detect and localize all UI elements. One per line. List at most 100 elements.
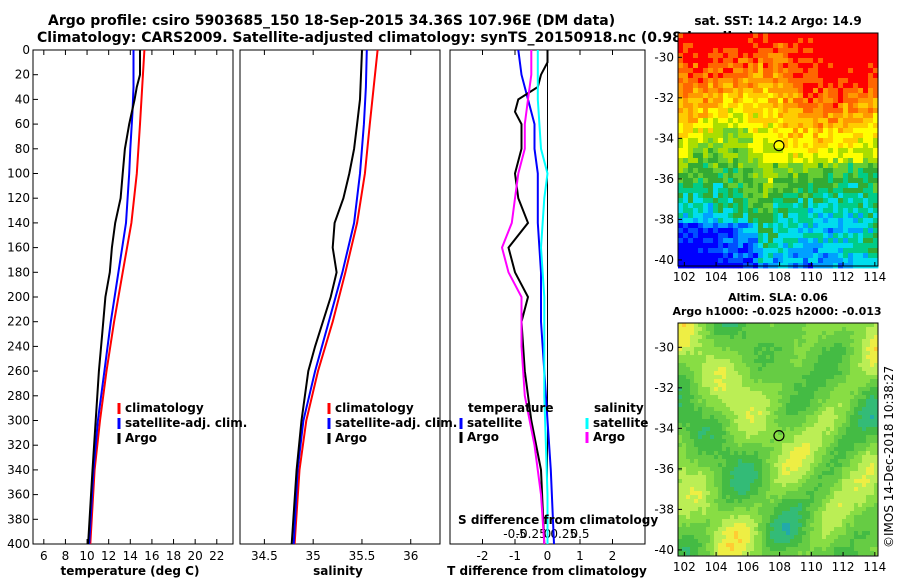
sla-cell	[818, 455, 823, 460]
sst-cell	[763, 178, 769, 184]
sla-cell	[702, 539, 707, 544]
sst-cell	[748, 93, 754, 99]
sla-cell	[718, 327, 723, 332]
sst-cell	[773, 208, 779, 214]
sla-cell	[834, 411, 839, 416]
sla-cell	[806, 367, 811, 372]
sst-cell	[758, 83, 764, 89]
sla-cell	[774, 423, 779, 428]
sla-cell	[818, 387, 823, 392]
sla-cell	[682, 391, 687, 396]
sla-cell	[718, 423, 723, 428]
sla-cell	[714, 495, 719, 500]
sst-cell	[833, 83, 839, 89]
sla-cell	[742, 527, 747, 532]
sst-cell	[768, 198, 774, 204]
sla-cell	[826, 411, 831, 416]
sla-cell	[742, 331, 747, 336]
sst-cell	[813, 223, 819, 229]
sla-cell	[754, 455, 759, 460]
sst-cell	[678, 58, 684, 64]
sst-cell	[788, 123, 794, 129]
sla-cell	[686, 487, 691, 492]
sla-cell	[746, 471, 751, 476]
sla-cell	[766, 327, 771, 332]
sla-cell	[742, 419, 747, 424]
sst-cell	[773, 33, 779, 39]
sst-cell	[858, 63, 864, 69]
sst-cell	[798, 73, 804, 79]
sla-cell	[854, 387, 859, 392]
sst-cell	[713, 223, 719, 229]
sla-cell	[722, 427, 727, 432]
salinity-frame	[239, 49, 441, 545]
sst-cell	[698, 88, 704, 94]
sst-cell	[783, 188, 789, 194]
sla-cell	[722, 467, 727, 472]
sla-cell	[770, 523, 775, 528]
sst-cell	[873, 183, 879, 189]
sst-cell	[683, 143, 689, 149]
sla-cell	[746, 407, 751, 412]
sla-cell	[806, 407, 811, 412]
sst-cell	[753, 233, 759, 239]
sla-cell	[790, 535, 795, 540]
sla-cell	[862, 459, 867, 464]
sst-cell	[793, 83, 799, 89]
sla-cell	[858, 335, 863, 340]
sla-cell	[734, 391, 739, 396]
sst-cell	[808, 63, 814, 69]
sla-cell	[790, 547, 795, 552]
sla-cell	[850, 395, 855, 400]
sla-cell	[718, 391, 723, 396]
sla-cell	[846, 359, 851, 364]
sst-cell	[763, 53, 769, 59]
sst-cell	[773, 53, 779, 59]
sla-cell	[762, 355, 767, 360]
sla-cell	[698, 383, 703, 388]
sla-cell	[774, 351, 779, 356]
sla-cell	[786, 439, 791, 444]
sla-cell	[690, 331, 695, 336]
sst-cell	[733, 188, 739, 194]
sla-cell	[778, 499, 783, 504]
sst-cell	[678, 178, 684, 184]
sla-cell	[810, 539, 815, 544]
sst-cell	[868, 153, 874, 159]
sla-cell	[822, 391, 827, 396]
sst-cell	[723, 253, 729, 259]
sla-cell	[754, 383, 759, 388]
sst-cell	[773, 78, 779, 84]
sla-cell	[866, 403, 871, 408]
sst-cell	[728, 48, 734, 54]
sla-cell	[798, 375, 803, 380]
sla-cell	[738, 363, 743, 368]
sla-cell	[834, 327, 839, 332]
sst-cell	[733, 183, 739, 189]
sla-cell	[842, 371, 847, 376]
sla-cell	[734, 463, 739, 468]
sst-cell	[858, 258, 864, 264]
sla-cell	[850, 447, 855, 452]
sla-cell	[810, 511, 815, 516]
sla-cell	[746, 531, 751, 536]
sst-cell	[703, 203, 709, 209]
sst-cell	[873, 48, 879, 54]
sla-cell	[790, 343, 795, 348]
sst-cell	[803, 103, 809, 109]
sla-cell	[770, 375, 775, 380]
sla-cell	[830, 351, 835, 356]
sst-cell	[763, 113, 769, 119]
sst-cell	[768, 133, 774, 139]
sst-cell	[858, 113, 864, 119]
sst-cell	[833, 103, 839, 109]
sst-cell	[858, 228, 864, 234]
sst-cell	[848, 238, 854, 244]
sla-cell	[858, 479, 863, 484]
sla-cell	[702, 511, 707, 516]
sst-cell	[723, 153, 729, 159]
sla-cell	[738, 439, 743, 444]
sla-cell	[814, 475, 819, 480]
sst-cell	[768, 243, 774, 249]
